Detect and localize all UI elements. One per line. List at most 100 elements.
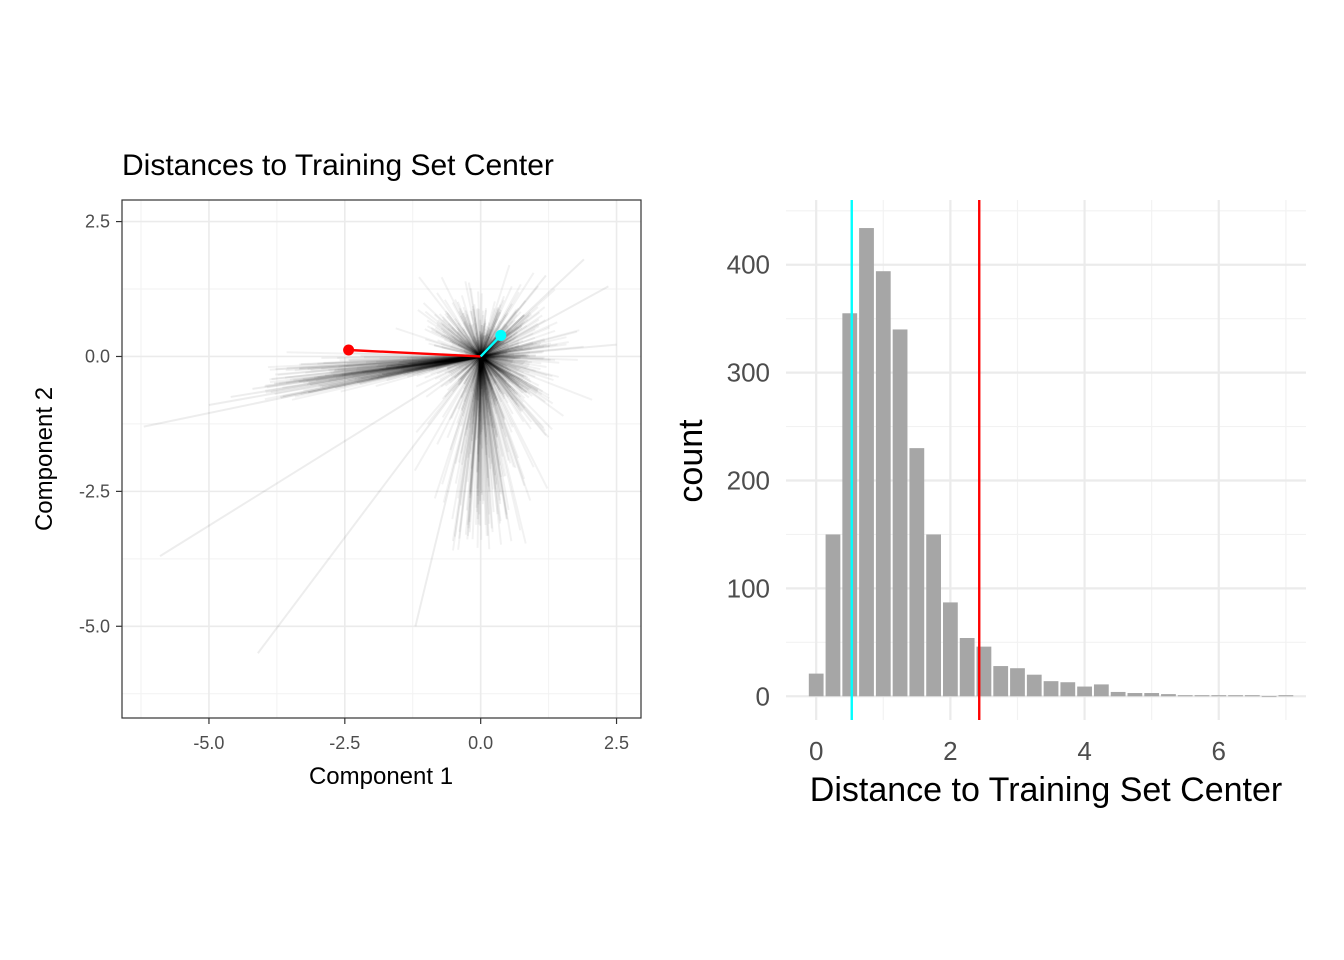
training-segment <box>458 355 482 368</box>
training-segment <box>476 307 482 357</box>
training-segment <box>480 355 529 379</box>
training-segment <box>479 355 550 438</box>
training-segment <box>479 356 482 501</box>
training-segment <box>334 355 481 372</box>
training-segment <box>479 356 494 533</box>
training-segment <box>479 356 489 381</box>
training-segment <box>479 356 484 430</box>
scatter-gridlines <box>122 200 641 718</box>
training-segment <box>480 355 546 403</box>
training-segment <box>480 332 518 358</box>
training-segment <box>436 324 482 358</box>
training-segment <box>352 355 481 378</box>
histogram-x-tick-label: 0 <box>809 736 823 766</box>
training-segment <box>451 343 482 358</box>
training-segment <box>480 341 520 358</box>
training-segment <box>479 356 492 427</box>
training-segment <box>468 324 482 357</box>
training-segment <box>480 335 518 358</box>
training-segment <box>480 353 505 358</box>
training-segment <box>476 356 482 520</box>
training-segment <box>478 356 482 365</box>
training-segment <box>354 355 481 380</box>
training-segment <box>274 355 481 385</box>
training-segment <box>479 356 486 366</box>
training-segment <box>479 356 487 390</box>
training-segment <box>460 356 482 465</box>
training-segment <box>453 356 482 537</box>
histogram-bar <box>1177 695 1193 697</box>
training-segment <box>479 356 491 387</box>
scatter-y-tick-label: 0.0 <box>85 346 110 366</box>
training-segment <box>441 323 482 358</box>
training-segment <box>480 355 539 391</box>
training-segment <box>479 355 522 398</box>
training-segment <box>461 312 482 357</box>
training-segment <box>479 356 483 495</box>
training-segment <box>471 338 482 357</box>
training-segment <box>426 319 482 358</box>
training-segment <box>480 355 529 391</box>
training-segment <box>465 338 482 358</box>
training-segment <box>451 326 482 358</box>
training-segment <box>455 334 482 358</box>
training-segment <box>479 356 485 501</box>
training-segment <box>479 355 493 377</box>
training-segment <box>479 356 496 403</box>
training-segment <box>444 355 482 387</box>
training-segment <box>479 356 513 542</box>
training-segment <box>479 356 487 419</box>
training-segment <box>464 355 482 382</box>
training-segment <box>479 356 499 405</box>
training-segment <box>479 355 512 389</box>
training-segment <box>459 355 482 381</box>
training-segment <box>415 355 482 433</box>
training-segment <box>480 355 499 364</box>
training-segment <box>479 356 494 390</box>
training-segment <box>456 301 482 357</box>
training-segment <box>480 355 513 381</box>
training-segment <box>479 356 490 536</box>
training-segment <box>266 355 481 389</box>
training-segment <box>456 355 481 365</box>
training-segment <box>479 335 487 357</box>
training-segment <box>480 355 527 378</box>
training-segment <box>479 356 491 394</box>
histogram-x-tick-label: 6 <box>1212 736 1226 766</box>
training-segment <box>479 323 486 357</box>
training-segment <box>446 334 482 358</box>
training-segment <box>479 308 500 357</box>
training-segment <box>480 355 489 363</box>
training-segment <box>418 355 481 370</box>
training-segment <box>457 344 482 358</box>
training-segment <box>479 329 492 357</box>
training-segment <box>480 355 526 364</box>
histogram-bar <box>1261 696 1277 698</box>
training-segment <box>480 355 493 365</box>
scatter-panel: Distances to Training Set Center -5.0 -2.… <box>31 149 642 790</box>
training-segment <box>406 355 481 372</box>
training-segment <box>479 356 498 401</box>
training-segment <box>479 355 518 396</box>
training-segment <box>407 355 481 365</box>
training-segment <box>480 330 578 358</box>
training-segment <box>480 355 495 369</box>
training-segment <box>479 295 505 357</box>
training-segment <box>478 356 482 365</box>
training-segment <box>479 356 488 438</box>
training-segment <box>480 333 516 358</box>
training-segment <box>473 356 482 378</box>
training-segment <box>479 335 486 357</box>
training-segment <box>479 356 502 505</box>
training-segment <box>293 355 481 382</box>
training-segment <box>479 356 512 464</box>
training-segment <box>437 319 482 358</box>
training-segment <box>480 355 553 378</box>
training-segment <box>440 276 482 357</box>
training-segment <box>480 355 516 359</box>
training-segment <box>479 326 488 357</box>
training-segment <box>457 355 482 383</box>
training-segment <box>480 355 540 387</box>
training-segment <box>479 356 487 386</box>
training-segment <box>480 355 502 374</box>
